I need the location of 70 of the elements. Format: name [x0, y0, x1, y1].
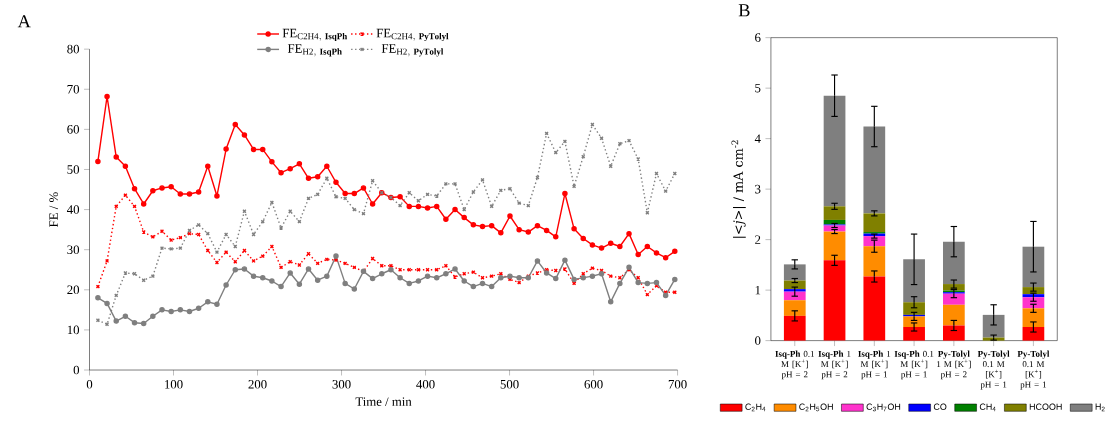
bar — [943, 293, 965, 305]
bar — [863, 246, 886, 277]
bar — [1022, 294, 1045, 298]
bar — [1022, 326, 1045, 341]
bar — [783, 315, 806, 341]
legend-label: C$_{3}$H$_{7}$OH — [866, 403, 901, 412]
x-tick-label: Isq-Ph 0.1 M [K$^{+}$] pH = 2 — [775, 350, 814, 380]
x-tick-label: Py-Tolyl 0.1 M [K$^{+}$] pH = 1 — [1017, 350, 1050, 390]
x-tick-label: Isq-Ph 0.1 M [K$^{+}$] pH = 1 — [894, 350, 934, 380]
bar — [863, 126, 886, 214]
x-axis-title: Time / min — [355, 397, 412, 406]
chart-title: A — [17, 15, 31, 28]
x-tick-label: 200 — [248, 380, 267, 389]
y-tick-label: 70 — [67, 84, 80, 94]
bar — [982, 314, 1005, 338]
x-tick-label: 700 — [668, 380, 687, 389]
y-tick-label: 4 — [754, 134, 761, 143]
x-tick-label: 400 — [416, 380, 435, 389]
bar — [783, 264, 806, 281]
y-tick-label: 10 — [67, 325, 80, 335]
y-axis-title: |<j>| / mA cm$^{-2}$ — [731, 140, 746, 238]
x-tick-label: 0 — [86, 380, 93, 389]
x-tick-label: 300 — [332, 380, 351, 389]
y-tick-label: 1 — [755, 285, 761, 295]
y-tick-label: 50 — [67, 165, 80, 174]
legend-label: HCOOH — [1029, 403, 1062, 410]
legend-label: C$_{2}$H$_{5}$OH — [799, 403, 833, 412]
bar — [1022, 308, 1045, 327]
y-tick-label: 30 — [67, 245, 80, 255]
legend-label: $\mathrm{FE}_{\mathrm{H2,}\ \mathbf{PyTolyl}}$ — [381, 44, 444, 57]
legend-label: C$_{2}$H$_{4}$ — [745, 403, 766, 412]
y-tick-label: 3 — [755, 184, 761, 194]
bar — [943, 304, 965, 326]
bar — [823, 95, 846, 207]
x-tick-label: 500 — [500, 380, 519, 389]
bar — [783, 300, 806, 316]
bar — [823, 260, 846, 341]
bar — [783, 289, 806, 292]
y-axis-title: FE / % — [49, 192, 58, 227]
y-tick-label: 60 — [67, 125, 80, 134]
x-tick-label: Py-Tolyl 0.1 M [K$^{+}$] pH = 1 — [977, 350, 1010, 390]
bar — [823, 206, 846, 220]
legend-label: $\mathrm{FE}_{\mathrm{C2H4,}\ \mathbf{PyTolyl}}$ — [376, 28, 449, 42]
legend-label: $\mathrm{FE}_{\mathrm{H2,}\ \mathbf{IsqPh}}$ — [287, 44, 342, 57]
y-tick-label: 5 — [755, 83, 761, 93]
x-tick-label: 600 — [584, 380, 603, 389]
y-tick-label: 20 — [67, 285, 80, 295]
bar — [1022, 297, 1045, 309]
legend-label: CO — [933, 403, 947, 410]
bar — [903, 302, 925, 315]
legend-label: $\mathrm{FE}_{\mathrm{C2H4,}\ \mathbf{IsqPh}}$ — [282, 28, 348, 42]
y-tick-label: 2 — [755, 235, 761, 244]
y-tick-label: 40 — [66, 205, 80, 214]
y-tick-label: 0 — [755, 336, 761, 345]
chart-title: B — [738, 4, 750, 17]
bar — [863, 213, 886, 233]
bar — [903, 326, 925, 341]
x-tick-label: Py-Tolyl 1 M [K$^{+}$] pH = 2 — [937, 350, 971, 380]
bar — [943, 241, 965, 285]
x-tick-label: 100 — [165, 380, 183, 389]
bar — [863, 276, 886, 341]
legend-label: H$_{2}$ — [1095, 403, 1105, 412]
bar — [783, 291, 806, 301]
bar — [823, 231, 846, 261]
x-tick-label: Isq-Ph 1 M [K$^{+}$] pH = 2 — [818, 350, 851, 380]
legend-label: CH$_{4}$ — [979, 403, 996, 412]
bar — [943, 325, 965, 341]
y-tick-label: 80 — [67, 44, 80, 54]
y-tick-label: 6 — [755, 33, 761, 42]
x-tick-label: Isq-Ph 1 M [K$^{+}$] pH = 1 — [858, 350, 891, 380]
